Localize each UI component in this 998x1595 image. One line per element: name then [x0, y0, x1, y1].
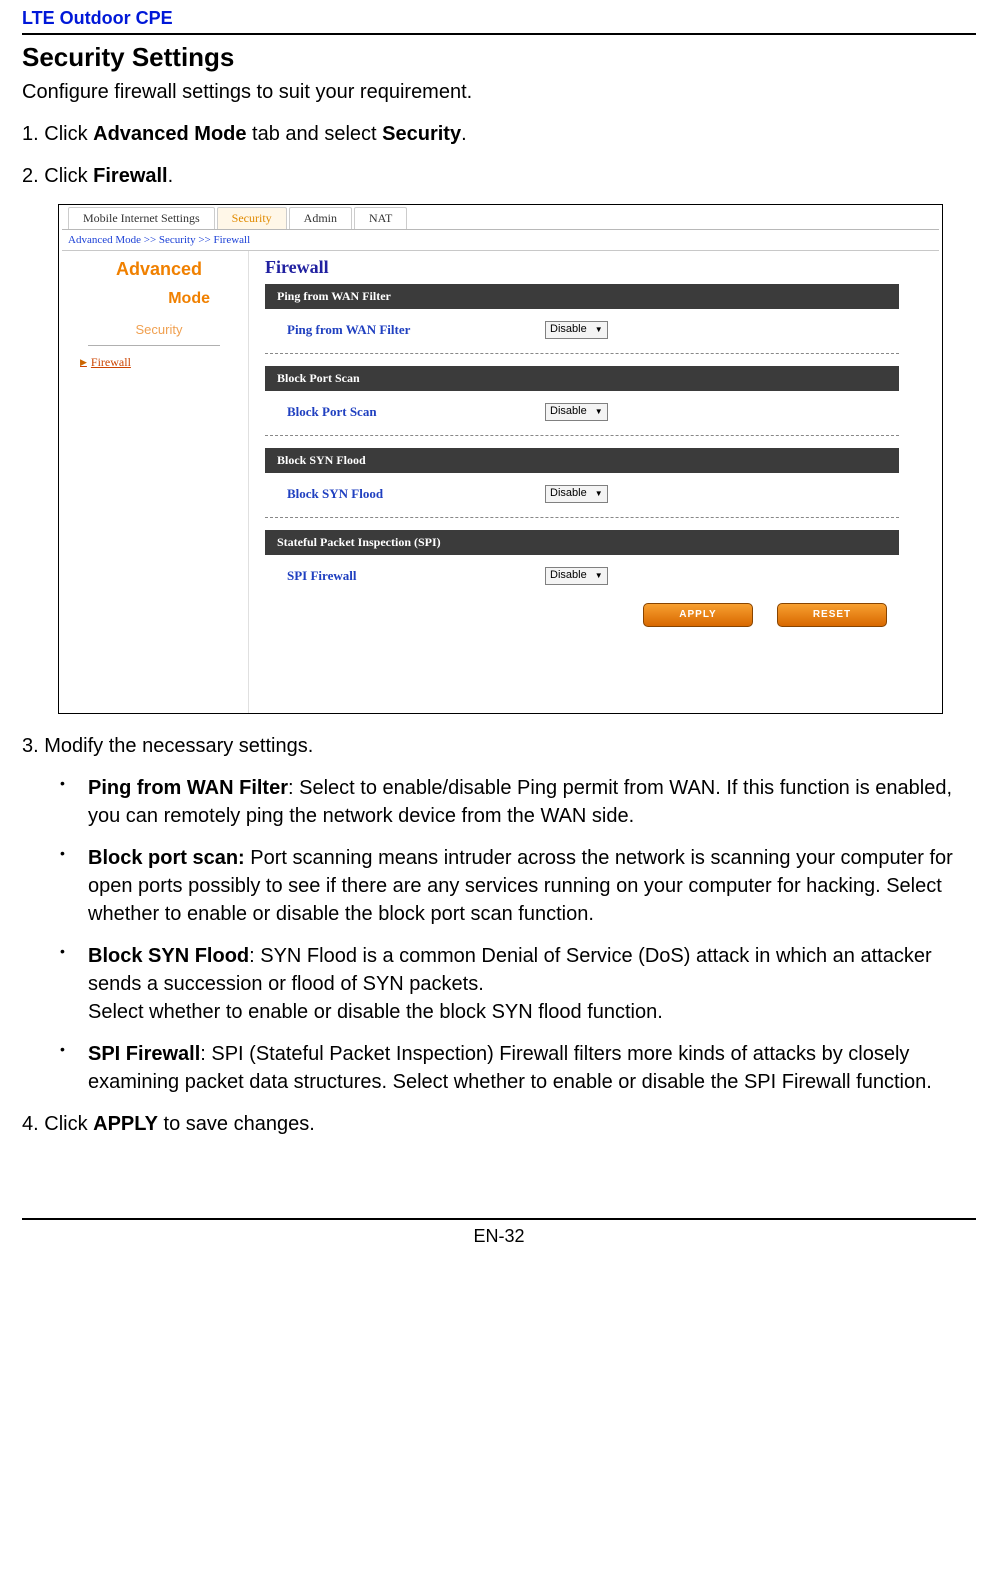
section-header-block-syn-flood: Block SYN Flood — [265, 448, 899, 473]
sidebar-divider — [88, 345, 220, 346]
bullet-title: SPI Firewall — [88, 1043, 200, 1065]
step-1: 1. Click Advanced Mode tab and select Se… — [22, 120, 976, 148]
step-number: 1. — [22, 123, 39, 145]
section-header-block-port-scan: Block Port Scan — [265, 366, 899, 391]
sidebar-item-firewall[interactable]: ▶ Firewall — [80, 354, 238, 371]
field-label-block-syn-flood: Block SYN Flood — [287, 485, 545, 503]
step-strong: Firewall — [93, 165, 167, 187]
step-strong: Advanced Mode — [93, 123, 246, 145]
chevron-down-icon: ▼ — [593, 406, 605, 417]
section-title: Security Settings — [22, 39, 976, 75]
apply-button[interactable]: APPLY — [643, 603, 753, 627]
bullet-title: Ping from WAN Filter — [88, 777, 288, 799]
step-text: to save changes. — [158, 1113, 315, 1135]
field-label-ping-wan: Ping from WAN Filter — [287, 321, 545, 339]
field-label-block-port-scan: Block Port Scan — [287, 403, 545, 421]
bullet-ping-wan: Ping from WAN Filter: Select to enable/d… — [22, 774, 976, 830]
step-strong: APPLY — [93, 1113, 158, 1135]
tab-security[interactable]: Security — [217, 207, 287, 229]
chevron-right-icon: ▶ — [80, 356, 87, 369]
step-text: Modify the necessary settings. — [44, 735, 313, 757]
select-value: Disable — [550, 322, 587, 337]
step-number: 4. — [22, 1113, 39, 1135]
select-value: Disable — [550, 568, 587, 583]
dashed-separator — [265, 517, 899, 518]
screenshot-figure: Mobile Internet Settings Security Admin … — [58, 204, 943, 714]
panel-title: Firewall — [265, 255, 899, 280]
bullet-title: Block SYN Flood — [88, 945, 249, 967]
bullet-body: : SPI (Stateful Packet Inspection) Firew… — [88, 1043, 932, 1093]
select-value: Disable — [550, 486, 587, 501]
section-description: Configure firewall settings to suit your… — [22, 78, 976, 106]
select-spi-firewall[interactable]: Disable ▼ — [545, 567, 608, 585]
chevron-down-icon: ▼ — [593, 324, 605, 335]
dashed-separator — [265, 435, 899, 436]
field-label-spi-firewall: SPI Firewall — [287, 567, 545, 585]
section-header-ping-wan: Ping from WAN Filter — [265, 284, 899, 309]
bullet-spi-firewall: SPI Firewall: SPI (Stateful Packet Inspe… — [22, 1040, 976, 1096]
sidebar-advanced-label: Advanced — [80, 257, 238, 282]
field-row: Ping from WAN Filter Disable ▼ — [265, 315, 899, 349]
sidebar: Advanced Mode Security ▶ Firewall — [62, 251, 248, 713]
step-text: Click — [44, 1113, 93, 1135]
content-panel: Firewall Ping from WAN Filter Ping from … — [248, 251, 939, 713]
reset-button[interactable]: RESET — [777, 603, 887, 627]
step-text: . — [168, 165, 174, 187]
section-header-spi: Stateful Packet Inspection (SPI) — [265, 530, 899, 555]
tab-admin[interactable]: Admin — [289, 207, 352, 229]
breadcrumb: Advanced Mode >> Security >> Firewall — [62, 230, 939, 251]
chevron-down-icon: ▼ — [593, 488, 605, 499]
step-text: . — [461, 123, 467, 145]
field-row: Block SYN Flood Disable ▼ — [265, 479, 899, 513]
field-row: SPI Firewall Disable ▼ — [265, 561, 899, 595]
tab-nat[interactable]: NAT — [354, 207, 407, 229]
step-3: 3. Modify the necessary settings. — [22, 732, 976, 760]
select-value: Disable — [550, 404, 587, 419]
chevron-down-icon: ▼ — [593, 570, 605, 581]
bullet-title: Block port scan: — [88, 847, 245, 869]
step-text: tab and select — [247, 123, 383, 145]
step-text: Click — [44, 123, 93, 145]
bullet-body: Select whether to enable or disable the … — [88, 1001, 663, 1023]
sidebar-security-label: Security — [80, 317, 238, 339]
step-2: 2. Click Firewall. — [22, 162, 976, 190]
step-text: Click — [44, 165, 93, 187]
sidebar-item-label: Firewall — [91, 354, 131, 371]
step-number: 2. — [22, 165, 39, 187]
select-ping-wan[interactable]: Disable ▼ — [545, 321, 608, 339]
sidebar-mode-label: Mode — [80, 288, 238, 310]
tab-bar: Mobile Internet Settings Security Admin … — [62, 208, 939, 230]
step-strong: Security — [382, 123, 461, 145]
doc-header: LTE Outdoor CPE — [22, 6, 976, 35]
field-row: Block Port Scan Disable ▼ — [265, 397, 899, 431]
page-number: EN-32 — [22, 1224, 976, 1249]
step-4: 4. Click APPLY to save changes. — [22, 1110, 976, 1138]
tab-mobile-internet-settings[interactable]: Mobile Internet Settings — [68, 207, 215, 229]
footer-rule — [22, 1218, 976, 1220]
bullet-block-port-scan: Block port scan: Port scanning means int… — [22, 844, 976, 928]
step-number: 3. — [22, 735, 39, 757]
bullet-block-syn-flood: Block SYN Flood: SYN Flood is a common D… — [22, 942, 976, 1026]
select-block-port-scan[interactable]: Disable ▼ — [545, 403, 608, 421]
select-block-syn-flood[interactable]: Disable ▼ — [545, 485, 608, 503]
button-row: APPLY RESET — [265, 603, 899, 627]
dashed-separator — [265, 353, 899, 354]
